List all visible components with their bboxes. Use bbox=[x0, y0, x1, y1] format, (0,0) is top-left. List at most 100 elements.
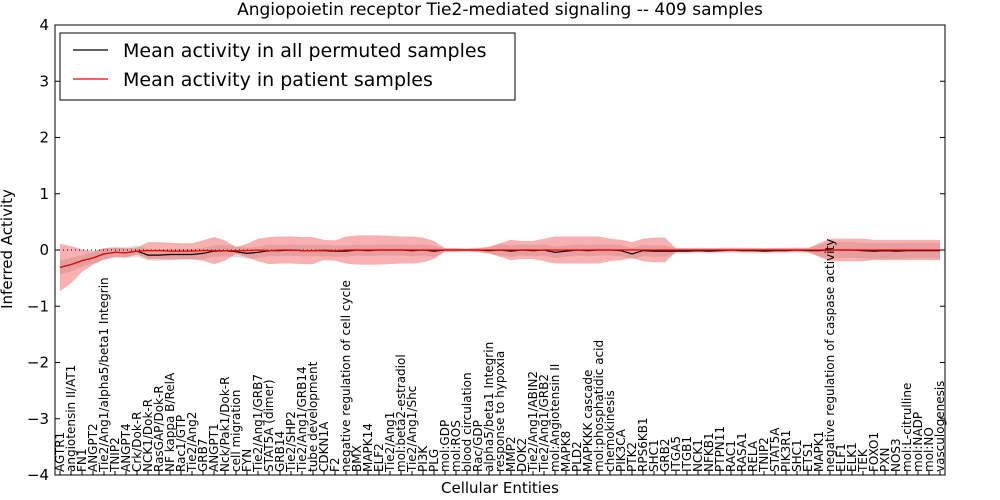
x-tick-label: mol:NO bbox=[922, 427, 936, 472]
x-tick-label: mol:phosphatidic acid bbox=[592, 340, 606, 472]
x-tick-label: ANGPT2 bbox=[86, 423, 100, 472]
y-tick-label: 0 bbox=[39, 241, 49, 259]
x-tick-label: NF kappa B/RelA bbox=[163, 372, 177, 472]
x-tick-label: MAPK1 bbox=[812, 431, 826, 472]
x-tick-label: FOXO1 bbox=[867, 432, 881, 472]
x-tick-label: tube development bbox=[306, 361, 320, 472]
x-tick-label: mol:L-citrulline bbox=[900, 383, 914, 472]
x-tick-label: FYN bbox=[240, 449, 254, 472]
x-tick-label: ELF2 bbox=[372, 443, 386, 472]
x-tick-label: RPS6KB1 bbox=[636, 417, 650, 472]
y-tick-label: 2 bbox=[39, 129, 49, 147]
x-tick-label: TNIP2 bbox=[757, 437, 771, 473]
x-tick-label: alpha5/beta1 Integrin bbox=[482, 342, 496, 472]
x-tick-label: Tie2/Ang1/GRB2 bbox=[537, 374, 551, 473]
x-tick-label: angiotensin II/AT1 bbox=[64, 365, 78, 472]
x-tick-label: MAPK14 bbox=[361, 423, 375, 472]
x-tick-label: GRB2 bbox=[658, 438, 672, 472]
x-tick-label: SHC1 bbox=[647, 439, 661, 472]
x-tick-label: GRB7 bbox=[196, 438, 210, 472]
x-tick-label: Rac1/GTP bbox=[174, 415, 188, 472]
x-tick-label: mol:Angiotensin II bbox=[548, 364, 562, 472]
x-tick-label: TEK bbox=[856, 448, 870, 473]
x-tick-label: PIK3CA bbox=[614, 428, 628, 472]
x-tick-label: Rac/GDP bbox=[471, 420, 485, 472]
x-tick-label: RASA1 bbox=[735, 432, 749, 472]
x-tick-label: blood circulation bbox=[460, 372, 474, 472]
x-tick-label: Tie2/Ang1/alpha5/beta1 Integrin bbox=[97, 277, 111, 473]
x-tick-label: NOS3 bbox=[889, 438, 903, 472]
x-tick-label: ITGA5 bbox=[669, 436, 683, 472]
x-tick-label: BMX bbox=[350, 445, 364, 472]
x-tick-label: ANGPT1 bbox=[207, 423, 221, 472]
x-tick-label: MAPKKK cascade bbox=[581, 370, 595, 472]
y-tick-label: −2 bbox=[27, 354, 49, 372]
x-tick-label: mol:GDP bbox=[438, 420, 452, 472]
x-tick-label: response to hypoxia bbox=[493, 351, 507, 472]
x-tick-label: cell migration bbox=[229, 390, 243, 472]
x-tick-label: Tie2/SHP2 bbox=[284, 411, 298, 473]
x-tick-label: Tie2/Ang2 bbox=[185, 412, 199, 473]
legend-label-permuted: Mean activity in all permuted samples bbox=[123, 40, 486, 62]
x-tick-label: ITGB1 bbox=[680, 436, 694, 472]
x-tick-label: ELF1 bbox=[834, 443, 848, 472]
x-tick-label: Tie2/Ang1 bbox=[383, 412, 397, 473]
x-tick-label: PIK3R1 bbox=[779, 430, 793, 472]
x-tick-label: RAC1 bbox=[724, 440, 738, 472]
patient-mean-line bbox=[59, 249, 940, 268]
x-tick-label: RasGAP/Dok-R bbox=[152, 385, 166, 472]
x-tick-label: Tie2/Ang1/Shc bbox=[405, 386, 419, 473]
x-tick-label: PLD2 bbox=[570, 441, 584, 472]
x-tick-label: Nck/Pak1/Dok-R bbox=[218, 377, 232, 472]
x-axis-label: Cellular Entities bbox=[441, 479, 559, 497]
y-tick-label: 3 bbox=[39, 72, 49, 90]
x-tick-label: F2 bbox=[328, 457, 342, 472]
x-tick-label: Tie2/Ang1/GRB7 bbox=[251, 374, 265, 473]
y-tick-label: −4 bbox=[27, 466, 49, 484]
x-tick-label: DOK2 bbox=[515, 438, 529, 472]
patient-band bbox=[60, 235, 940, 292]
x-tick-label: vasculogenesis bbox=[933, 381, 947, 472]
x-tick-label: CDKN1A bbox=[317, 421, 331, 472]
x-tick-label: STAT5A (dimer) bbox=[262, 379, 276, 472]
y-tick-label: 4 bbox=[39, 16, 49, 34]
x-tick-label: MAPK8 bbox=[559, 431, 573, 472]
x-tick-label: NCK1/Dok-R bbox=[141, 399, 155, 472]
x-tick-label: AGTR1 bbox=[53, 432, 67, 472]
x-tick-label: mol:ROS bbox=[449, 420, 463, 472]
x-tick-label: mol:NADP bbox=[911, 412, 925, 472]
x-tick-label: TNIP2 bbox=[108, 437, 122, 473]
x-tick-label: GRB14 bbox=[273, 431, 287, 472]
x-tick-label: RELA bbox=[746, 440, 760, 472]
x-tick-label: PTPN11 bbox=[713, 426, 727, 472]
x-tick-label: PXN bbox=[878, 448, 892, 472]
x-tick-label: negative regulation of caspase activity bbox=[823, 239, 837, 472]
x-tick-label: negative regulation of cell cycle bbox=[339, 280, 353, 472]
chart-title: Angiopoietin receptor Tie2-mediated sign… bbox=[237, 0, 763, 20]
x-tick-label: PLG bbox=[427, 449, 441, 472]
x-tick-label: Tie2/Ang1/GRB14 bbox=[295, 366, 309, 473]
y-tick-label: −1 bbox=[27, 297, 49, 315]
x-tick-label: STAT5A bbox=[768, 427, 782, 472]
y-tick-label: 1 bbox=[39, 185, 49, 203]
x-tick-label: PI3K bbox=[416, 445, 430, 472]
x-tick-label: SHC1 bbox=[790, 439, 804, 472]
x-tick-label: mol:beta2-estradiol bbox=[394, 354, 408, 472]
x-tick-label: NFKB1 bbox=[702, 432, 716, 472]
x-tick-label: ELK1 bbox=[845, 442, 859, 472]
legend-label-patient: Mean activity in patient samples bbox=[123, 69, 433, 91]
x-tick-label: PTK2 bbox=[625, 442, 639, 472]
legend: Mean activity in all permuted samples Me… bbox=[59, 32, 516, 101]
legend-frame bbox=[59, 32, 516, 101]
y-tick-label: −3 bbox=[27, 410, 49, 428]
x-tick-label: NCK1 bbox=[691, 439, 705, 472]
y-axis-label: Inferred Activity bbox=[0, 189, 16, 309]
x-tick-label: MMP2 bbox=[504, 436, 518, 472]
x-tick-label: ANGPT4 bbox=[119, 423, 133, 472]
x-tick-label: Tie2/Ang1/ABIN2 bbox=[526, 371, 540, 473]
x-tick-label: FN1 bbox=[75, 448, 89, 472]
x-tick-label: chemokinesis bbox=[603, 390, 617, 472]
x-tick-label: ETS1 bbox=[801, 442, 815, 472]
x-tick-label: Crk/Dok-R bbox=[130, 411, 144, 472]
